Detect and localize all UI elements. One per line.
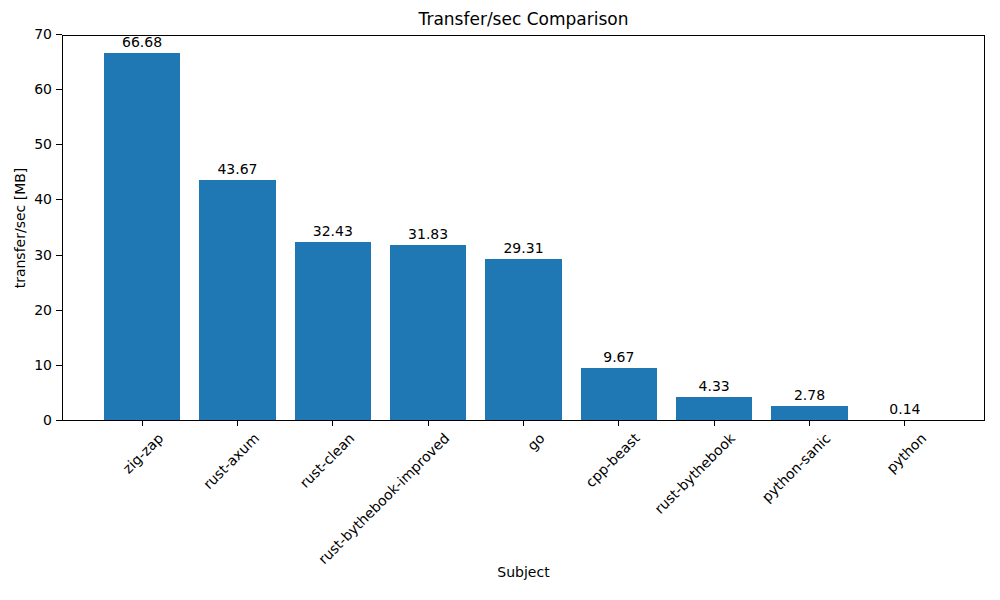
y-tick-label: 70 [0, 26, 52, 43]
bar-zig-zap [104, 53, 180, 421]
x-tick [618, 421, 619, 426]
bar-value-label: 9.67 [579, 349, 659, 365]
x-tick [714, 421, 715, 426]
y-axis-label: transfer/sec [MB] [12, 168, 28, 289]
y-tick-label: 60 [0, 81, 52, 98]
y-tick-label: 50 [0, 136, 52, 153]
y-tick-label: 10 [0, 357, 52, 374]
x-tick-label: rust-bythebook [652, 430, 740, 518]
figure-canvas: Transfer/sec Comparison transfer/sec [MB… [0, 0, 1000, 600]
y-tick [56, 34, 62, 35]
bar-value-label: 2.78 [770, 387, 850, 403]
x-tick-label: python [883, 430, 930, 477]
y-tick [56, 255, 62, 256]
x-tick [904, 421, 905, 426]
bar-cpp-beast [581, 368, 657, 421]
y-tick-label: 0 [0, 412, 52, 429]
bar-value-label: 66.68 [102, 34, 182, 50]
bar-value-label: 32.43 [293, 223, 373, 239]
x-tick [142, 421, 143, 426]
y-tick [56, 89, 62, 90]
x-tick-label: zig-zap [120, 430, 167, 477]
bar-python-sanic [771, 406, 847, 421]
x-tick-label: go [524, 430, 548, 454]
bar-value-label: 31.83 [388, 226, 468, 242]
bar-value-label: 0.14 [865, 401, 945, 417]
bar-value-label: 29.31 [484, 240, 564, 256]
bar-value-label: 43.67 [197, 161, 277, 177]
bar-rust-bythebook [676, 397, 752, 421]
x-tick [237, 421, 238, 426]
bar-rust-bythebook-improved [390, 245, 466, 421]
bar-rust-axum [199, 180, 275, 421]
bar-value-label: 4.33 [674, 378, 754, 394]
x-tick-label: rust-clean [296, 430, 358, 492]
y-tick [56, 420, 62, 421]
y-tick [56, 199, 62, 200]
y-tick [56, 144, 62, 145]
x-tick-label: cpp-beast [583, 430, 644, 491]
chart-title: Transfer/sec Comparison [62, 9, 985, 29]
x-tick [332, 421, 333, 426]
x-tick-label: rust-axum [200, 430, 263, 493]
bar-go [485, 259, 561, 421]
x-tick [523, 421, 524, 426]
x-tick-label: python-sanic [759, 430, 835, 506]
y-tick-label: 20 [0, 302, 52, 319]
bar-rust-clean [295, 242, 371, 421]
x-tick [428, 421, 429, 426]
x-tick [809, 421, 810, 426]
y-tick [56, 310, 62, 311]
x-axis-label: Subject [62, 564, 985, 580]
y-tick [56, 365, 62, 366]
